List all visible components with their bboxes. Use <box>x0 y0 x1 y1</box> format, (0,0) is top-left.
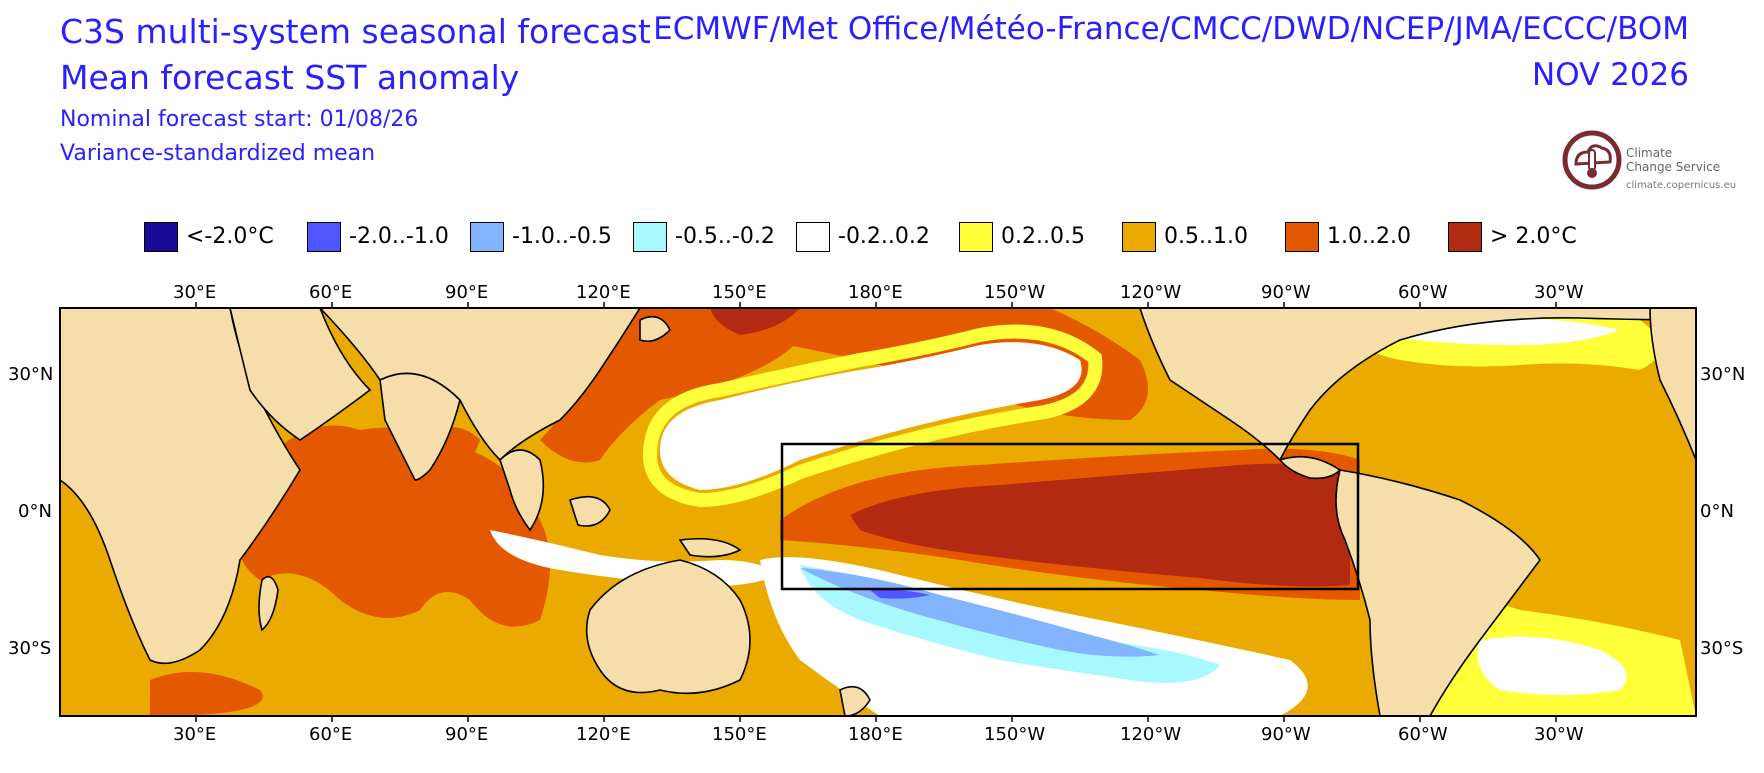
north-pacific-strong <box>710 308 800 335</box>
legend-label: -2.0..-1.0 <box>349 224 449 249</box>
legend-swatch <box>307 222 341 252</box>
legend-swatch <box>1285 222 1319 252</box>
tick-marks <box>195 302 1557 722</box>
logo-url: climate.copernicus.eu <box>1626 180 1737 191</box>
lat-tick-left: 30°N <box>8 364 54 385</box>
madagascar-land <box>258 575 279 632</box>
legend-label: > 2.0°C <box>1490 224 1577 249</box>
south-pacific-cool-strong <box>870 589 930 599</box>
lon-tick-top: 30°E <box>173 282 217 303</box>
legend-label: -1.0..-0.5 <box>512 224 612 249</box>
thermometer-cloud-icon <box>1562 130 1622 190</box>
australia-land <box>585 559 751 695</box>
north-america-land <box>1139 308 1696 462</box>
map-frame <box>59 307 1697 717</box>
legend-label: 1.0..2.0 <box>1327 224 1411 249</box>
lon-tick-top: 180°E <box>848 282 903 303</box>
contributing-centres: ECMWF/Met Office/Météo-France/CMCC/DWD/N… <box>653 11 1689 47</box>
legend-swatch <box>959 222 993 252</box>
legend-label: 0.2..0.5 <box>1001 224 1085 249</box>
lat-tick-left: 30°S <box>8 638 52 659</box>
legend-label: -0.5..-0.2 <box>675 224 775 249</box>
lat-tick-right: 0°N <box>1700 501 1734 522</box>
south-indian-warm <box>150 672 263 716</box>
lon-tick-bottom: 90°W <box>1261 724 1311 745</box>
legend-swatch <box>633 222 667 252</box>
central-america-land <box>1278 455 1342 480</box>
lon-tick-bottom: 180°E <box>848 724 903 745</box>
lon-tick-bottom: 30°W <box>1534 724 1584 745</box>
north-pacific-yellow-ring <box>642 324 1103 508</box>
legend-label: 0.5..1.0 <box>1164 224 1248 249</box>
nino-region-box <box>780 442 1360 591</box>
lon-tick-bottom: 60°W <box>1398 724 1448 745</box>
south-america-land <box>1335 469 1541 716</box>
logo-name-line1: Climate <box>1626 146 1673 160</box>
arabia-land <box>229 308 372 441</box>
equatorial-pacific-strong-warm <box>850 463 1350 587</box>
africa-land-east-edge <box>1649 308 1696 461</box>
map-title: C3S multi-system seasonal forecast <box>60 12 651 51</box>
forecast-start-text: Nominal forecast start: 01/08/26 <box>60 107 419 132</box>
land-masses <box>60 308 1696 716</box>
lon-tick-top: 120°E <box>576 282 631 303</box>
north-pacific-neutral-blob <box>660 342 1082 490</box>
lon-tick-bottom: 30°E <box>173 724 217 745</box>
logo-name-line2: Change Service <box>1626 160 1721 174</box>
lon-tick-top: 120°W <box>1120 282 1182 303</box>
lon-tick-bottom: 150°E <box>712 724 767 745</box>
legend-label: <-2.0°C <box>186 224 274 249</box>
lon-tick-bottom: 120°E <box>576 724 631 745</box>
lon-tick-top: 30°W <box>1534 282 1584 303</box>
indian-ocean-warm-region <box>237 425 550 627</box>
lon-tick-bottom: 60°E <box>309 724 353 745</box>
lon-tick-bottom: 120°W <box>1120 724 1182 745</box>
legend-swatch <box>1122 222 1156 252</box>
legend-swatch <box>1448 222 1482 252</box>
logo-name: Climate Change Service <box>1626 146 1720 174</box>
legend-swatch <box>144 222 178 252</box>
lat-tick-left: 0°N <box>18 501 52 522</box>
lon-tick-top: 150°W <box>984 282 1046 303</box>
lon-tick-bottom: 150°W <box>984 724 1046 745</box>
lon-tick-top: 90°E <box>445 282 489 303</box>
legend-swatch <box>470 222 504 252</box>
lon-tick-top: 150°E <box>712 282 767 303</box>
c3s-logo: Climate Change Service climate.copernicu… <box>1562 128 1762 198</box>
lon-tick-top: 60°W <box>1398 282 1448 303</box>
south-atlantic-white <box>1477 636 1627 695</box>
map-subtitle: Mean forecast SST anomaly <box>60 58 520 97</box>
lon-tick-top: 60°E <box>309 282 353 303</box>
lon-tick-bottom: 90°E <box>445 724 489 745</box>
borneo-land <box>568 495 611 527</box>
legend-label: -0.2..0.2 <box>838 224 930 249</box>
lat-tick-right: 30°S <box>1700 638 1744 659</box>
legend-swatch <box>796 222 830 252</box>
japan-land <box>639 315 671 343</box>
method-text: Variance-standardized mean <box>60 141 376 166</box>
valid-month: NOV 2026 <box>1532 57 1689 93</box>
southeast-asia-land <box>499 449 545 532</box>
new-guinea-land <box>678 537 742 558</box>
lat-tick-right: 30°N <box>1700 364 1746 385</box>
lon-tick-top: 90°W <box>1261 282 1311 303</box>
